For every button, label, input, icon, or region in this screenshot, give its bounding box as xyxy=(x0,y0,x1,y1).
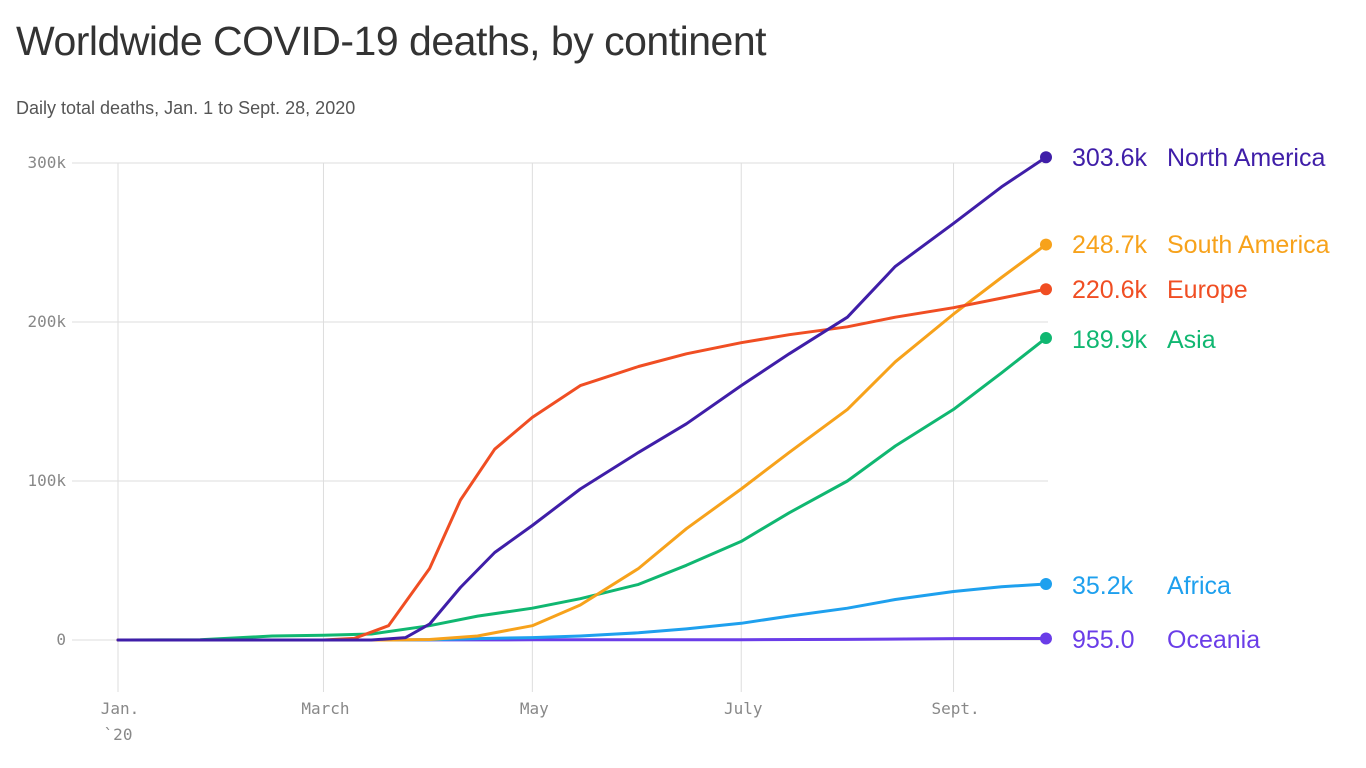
series-name-label-north-america: North America xyxy=(1167,144,1325,172)
series-name-label-oceania: Oceania xyxy=(1167,626,1260,654)
axis-labels: 0 100k 200k 300k Jan. `20 March May July Sept. xyxy=(27,153,979,744)
x-tick-label: March xyxy=(301,699,349,718)
series-line-south-america xyxy=(116,243,1048,642)
series-line-africa xyxy=(116,582,1048,642)
series-line-asia xyxy=(116,336,1048,642)
series-end-dot-south-america xyxy=(1040,238,1052,251)
series-end-dot-oceania xyxy=(1040,632,1052,645)
value-label-africa: 35.2k xyxy=(1072,572,1134,600)
series-name-label-europe: Europe xyxy=(1167,276,1248,304)
x-tick-label: Sept. xyxy=(931,699,979,718)
y-tick-label: 300k xyxy=(27,153,66,172)
series-end-dot-europe xyxy=(1040,283,1052,296)
x-tick-sublabel: `20 xyxy=(104,725,133,744)
x-tick-label: July xyxy=(724,699,763,718)
series-end-dot-north-america xyxy=(1040,151,1052,164)
end-labels: 955.0 Oceania 35.2k Africa 189.9k Asia 248.7k S… xyxy=(1072,144,1330,654)
y-tick-label: 100k xyxy=(27,471,66,490)
value-label-oceania: 955.0 xyxy=(1072,626,1135,654)
value-label-north-america: 303.6k xyxy=(1072,144,1148,172)
series-name-label-africa: Africa xyxy=(1167,572,1231,600)
value-label-south-america: 248.7k xyxy=(1072,231,1148,259)
value-label-europe: 220.6k xyxy=(1072,276,1148,304)
chart-subtitle: Daily total deaths, Jan. 1 to Sept. 28, … xyxy=(16,98,356,118)
value-label-asia: 189.9k xyxy=(1072,326,1148,354)
series-name-label-south-america: South America xyxy=(1167,231,1330,259)
series-line-north-america xyxy=(116,155,1048,642)
series-end-dot-asia xyxy=(1040,332,1052,345)
series-line-europe xyxy=(116,287,1048,642)
series-end-dot-africa xyxy=(1040,578,1052,591)
chart-title: Worldwide COVID-19 deaths, by continent xyxy=(16,18,767,64)
x-tick-label: Jan. xyxy=(101,699,140,718)
y-tick-label: 200k xyxy=(27,312,66,331)
y-tick-label: 0 xyxy=(56,630,66,649)
x-tick-label: May xyxy=(520,699,549,718)
series-name-label-asia: Asia xyxy=(1167,326,1216,354)
series-layer xyxy=(116,151,1052,645)
